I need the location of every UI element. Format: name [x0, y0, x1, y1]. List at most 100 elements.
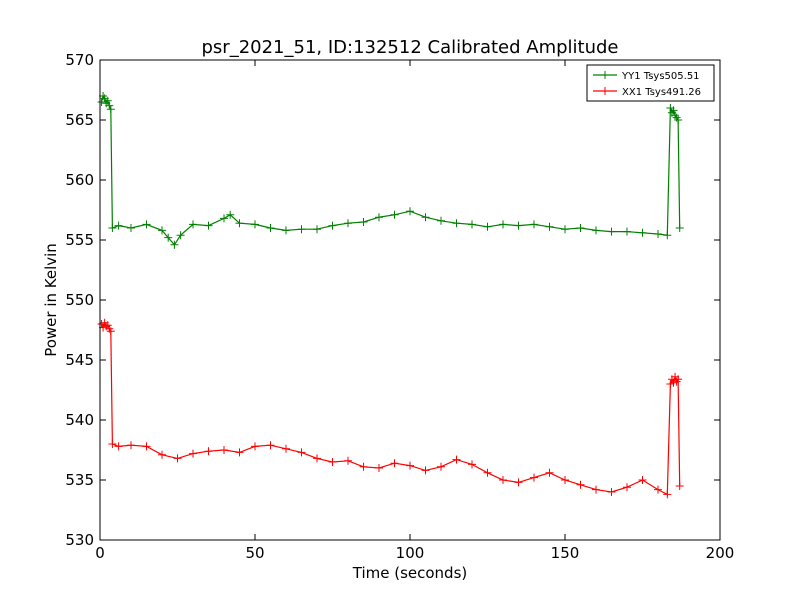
- series-0-point: [328, 221, 337, 230]
- series-1-point: [674, 375, 683, 384]
- legend-box: [586, 64, 715, 102]
- series-1-point: [114, 442, 123, 451]
- series-1-point: [592, 485, 600, 494]
- legend: YY1 Tsys505.51 XX1 Tsys491.26: [586, 64, 715, 102]
- series-1-point: [189, 449, 197, 458]
- series-0-point: [158, 226, 166, 235]
- series-1-point: [375, 464, 383, 472]
- series-1-point: [483, 468, 492, 477]
- series-0-point: [114, 221, 123, 230]
- legend-label: YY1 Tsys505.51: [621, 71, 700, 82]
- series-0-point: [226, 210, 235, 219]
- series-1-point: [344, 456, 352, 465]
- series-0-point: [545, 222, 554, 231]
- legend-label: XX1 Tsys491.26: [622, 87, 701, 98]
- series-0-point: [674, 116, 683, 124]
- series-0-point: [176, 231, 185, 240]
- series-1: [97, 318, 684, 499]
- series-1-point: [313, 454, 321, 463]
- series-1-point: [235, 448, 244, 457]
- series-1-point: [561, 476, 569, 484]
- series-0-point: [105, 101, 114, 110]
- series-1-point: [108, 440, 117, 448]
- series-1-point: [266, 441, 275, 450]
- series-1-point: [328, 458, 337, 466]
- series-0-point: [282, 226, 290, 235]
- series-0-point: [313, 225, 321, 234]
- series-0-point: [669, 106, 678, 115]
- series-0-line: [100, 94, 681, 246]
- series-0-point: [607, 227, 616, 236]
- x-tick-label: 50: [245, 544, 264, 562]
- series-0-point: [142, 220, 151, 229]
- legend-marker: [601, 71, 609, 79]
- series-1-point: [530, 473, 538, 482]
- series-0-point: [103, 96, 112, 105]
- series-0-point: [170, 240, 179, 249]
- series-0-point: [220, 214, 228, 223]
- series-0-point: [499, 220, 507, 229]
- series-1-line: [100, 321, 681, 496]
- series-0-point: [390, 210, 399, 219]
- series-1-point: [106, 327, 115, 336]
- y-tick-label: 550: [65, 291, 94, 309]
- y-tick-label: 540: [65, 411, 94, 429]
- series-0-point: [623, 227, 631, 236]
- series-0-point: [638, 228, 647, 237]
- series-1-point: [638, 476, 647, 484]
- series-0-point: [483, 222, 492, 231]
- series-1-point: [545, 468, 554, 477]
- tick-layer: 0 50 100 150 200 530 535 540 545 550 555 560 565 570: [65, 51, 734, 562]
- series-1-point: [607, 488, 616, 496]
- series-0-point: [189, 220, 197, 229]
- chart-title: psr_2021_51, ID:132512 Calibrated Amplit…: [201, 37, 618, 58]
- series-0-point: [204, 221, 213, 230]
- x-axis-label: Time (seconds): [352, 564, 468, 582]
- series-1-point: [204, 447, 213, 456]
- series-0-point: [375, 213, 383, 222]
- series-0-point: [344, 219, 352, 228]
- series-0-point: [675, 224, 684, 232]
- series-0-point: [530, 220, 538, 229]
- series-1-point: [390, 459, 399, 468]
- series-0: [97, 92, 684, 249]
- series-0-point: [235, 219, 244, 228]
- series-0-point: [663, 231, 672, 240]
- series-layer: [97, 92, 684, 499]
- series-1-point: [103, 321, 112, 330]
- series-0-point: [297, 225, 306, 234]
- x-tick-label: 150: [551, 544, 580, 562]
- series-1-point: [127, 441, 135, 450]
- series-1-point: [173, 454, 182, 463]
- series-0-point: [437, 216, 445, 225]
- series-1-point: [499, 476, 507, 484]
- series-0-point: [576, 224, 585, 232]
- series-1-point: [359, 462, 368, 471]
- y-axis-label: Power in Kelvin: [42, 243, 60, 357]
- series-1-point: [514, 478, 523, 487]
- series-0-point: [592, 226, 600, 235]
- series-0-point: [164, 233, 173, 242]
- y-tick-label: 555: [65, 231, 94, 249]
- x-tick-label: 0: [95, 544, 105, 562]
- series-0-point: [251, 220, 259, 229]
- series-0-point: [359, 218, 368, 226]
- series-1-point: [297, 448, 306, 457]
- y-tick-label: 535: [65, 471, 94, 489]
- series-0-point: [654, 230, 662, 238]
- x-tick-label: 200: [706, 544, 735, 562]
- series-1-point: [576, 480, 585, 489]
- series-0-point: [127, 224, 135, 232]
- series-1-point: [282, 444, 290, 453]
- series-0-point: [421, 213, 430, 222]
- series-1-point: [142, 442, 151, 451]
- series-1-point: [158, 450, 166, 459]
- series-0-point: [452, 219, 461, 228]
- series-0-point: [106, 105, 115, 114]
- series-0-point: [514, 221, 523, 230]
- series-1-point: [421, 466, 430, 475]
- legend-marker: [601, 87, 609, 95]
- series-1-point: [251, 442, 259, 451]
- series-1-point: [468, 460, 476, 469]
